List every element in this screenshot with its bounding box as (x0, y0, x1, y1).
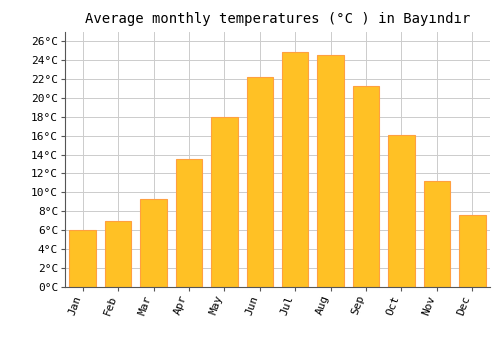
Bar (140, 199, 167, 287)
Bar (388, 135, 414, 287)
Bar (105, 221, 132, 287)
Bar (211, 117, 238, 287)
Bar (459, 215, 485, 287)
Bar (282, 52, 308, 287)
Title: Average monthly temperatures (°C ) in Bayındır: Average monthly temperatures (°C ) in Ba… (85, 12, 470, 26)
Bar (353, 86, 380, 287)
Bar (246, 77, 273, 287)
Bar (318, 55, 344, 287)
Bar (176, 159, 202, 287)
Bar (424, 181, 450, 287)
Bar (70, 230, 96, 287)
